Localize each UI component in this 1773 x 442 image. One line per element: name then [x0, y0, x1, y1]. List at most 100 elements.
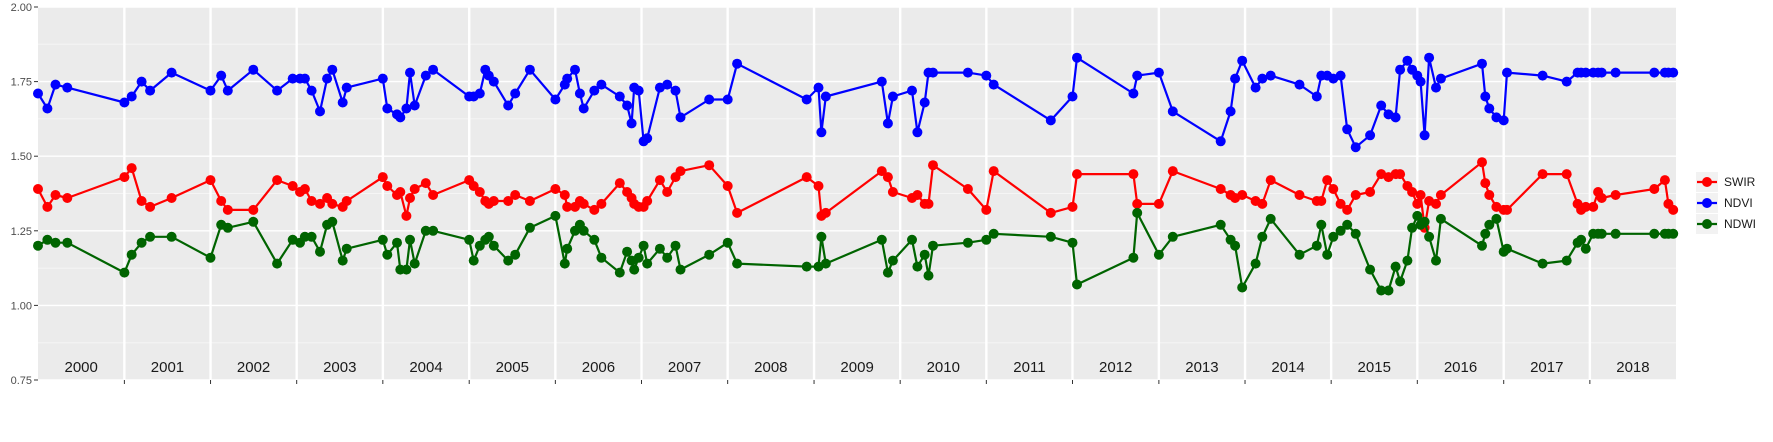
- data-point-ndwi: [126, 249, 137, 260]
- data-point-ndvi: [1342, 124, 1353, 135]
- data-point-swir: [1153, 198, 1164, 209]
- data-point-ndvi: [722, 94, 733, 105]
- year-label: 2012: [1099, 359, 1132, 376]
- data-point-swir: [1257, 198, 1268, 209]
- data-point-swir: [1328, 184, 1339, 194]
- data-point-ndwi: [468, 255, 479, 266]
- data-point-ndwi: [820, 258, 831, 269]
- data-point-ndwi: [1215, 219, 1226, 230]
- data-point-swir: [428, 190, 439, 200]
- data-point-ndwi: [882, 267, 893, 278]
- data-point-swir: [377, 172, 388, 183]
- data-point-swir: [166, 193, 177, 203]
- data-point-ndwi: [524, 222, 535, 233]
- data-point-swir: [578, 198, 589, 209]
- data-point-ndvi: [524, 64, 535, 75]
- year-label: 2017: [1530, 359, 1563, 376]
- data-point-ndvi: [633, 85, 644, 96]
- data-point-ndvi: [1350, 142, 1361, 153]
- minor-gridlines: [38, 43, 1676, 344]
- data-point-ndvi: [401, 103, 412, 114]
- data-point-ndwi: [1537, 258, 1548, 269]
- data-point-ndvi: [887, 91, 898, 102]
- data-point-ndvi: [704, 94, 715, 105]
- data-point-ndwi: [629, 264, 640, 275]
- data-point-ndvi: [670, 85, 681, 96]
- year-label: 2009: [840, 359, 873, 376]
- y-tick-label: 1.25: [11, 226, 32, 238]
- data-point-ndvi: [1477, 58, 1487, 69]
- data-point-ndwi: [1045, 231, 1056, 242]
- y-tick-label: 1.75: [11, 77, 32, 89]
- y-tick-label: 1.50: [11, 151, 32, 163]
- data-point-ndvi: [1153, 67, 1164, 78]
- data-point-swir: [704, 160, 715, 171]
- data-point-swir: [1431, 198, 1441, 209]
- legend-label: SWIR: [1724, 175, 1756, 189]
- data-point-swir: [614, 178, 625, 189]
- data-point-swir: [1561, 169, 1572, 180]
- data-point-ndwi: [638, 240, 649, 251]
- data-point-ndwi: [1257, 231, 1268, 242]
- data-point-ndvi: [1250, 82, 1261, 93]
- data-point-ndvi: [1072, 52, 1082, 63]
- data-point-ndvi: [1649, 67, 1660, 78]
- data-point-swir: [923, 198, 934, 209]
- data-point-ndvi: [327, 64, 338, 75]
- data-point-ndvi: [405, 67, 415, 78]
- data-point-swir: [1342, 204, 1353, 215]
- data-point-ndvi: [912, 127, 923, 138]
- legend-item-ndvi: NDVI: [1696, 193, 1753, 213]
- data-point-swir: [145, 201, 156, 212]
- data-point-swir: [1580, 201, 1591, 212]
- data-point-ndwi: [1072, 279, 1082, 290]
- data-point-ndwi: [428, 225, 439, 236]
- data-point-swir: [524, 196, 535, 206]
- data-point-ndwi: [1580, 243, 1591, 254]
- data-point-swir: [642, 196, 653, 206]
- data-point-ndwi: [119, 267, 130, 278]
- data-point-ndvi: [322, 73, 333, 84]
- data-point-swir: [42, 201, 53, 212]
- data-point-ndwi: [1067, 237, 1078, 248]
- data-point-ndvi: [1225, 106, 1236, 117]
- series-layer: [33, 52, 1679, 296]
- data-point-ndwi: [622, 246, 633, 257]
- data-point-ndwi: [1230, 240, 1241, 251]
- y-tick-label: 0.75: [11, 375, 32, 387]
- data-point-swir: [299, 184, 310, 194]
- data-point-ndwi: [1431, 255, 1441, 266]
- data-point-ndvi: [503, 100, 514, 111]
- data-point-ndwi: [923, 270, 934, 281]
- data-point-ndvi: [596, 79, 607, 90]
- data-point-ndwi: [1402, 255, 1413, 266]
- data-point-ndwi: [662, 252, 673, 263]
- data-point-swir: [409, 184, 420, 194]
- data-point-ndwi: [654, 243, 665, 254]
- data-point-ndvi: [1610, 67, 1621, 78]
- year-label: 2014: [1271, 359, 1304, 376]
- data-point-swir: [468, 181, 479, 191]
- data-point-swir: [732, 207, 743, 218]
- data-point-swir: [248, 204, 259, 215]
- data-point-ndwi: [1342, 219, 1353, 230]
- data-point-ndvi: [981, 70, 992, 81]
- data-point-ndwi: [272, 258, 283, 269]
- data-point-ndwi: [1167, 231, 1178, 242]
- data-point-ndvi: [126, 91, 137, 102]
- data-point-swir: [1480, 178, 1491, 189]
- data-point-ndvi: [928, 67, 938, 78]
- data-point-ndvi: [801, 94, 812, 105]
- data-point-swir: [1294, 190, 1305, 200]
- data-point-ndwi: [306, 231, 317, 242]
- data-point-ndvi: [248, 64, 259, 75]
- data-point-swir: [1265, 175, 1276, 186]
- data-point-swir: [401, 210, 412, 221]
- data-point-swir: [813, 181, 824, 191]
- data-point-swir: [205, 175, 216, 186]
- data-point-ndwi: [1561, 255, 1572, 266]
- data-point-swir: [62, 193, 73, 203]
- data-point-ndvi: [1335, 70, 1346, 81]
- data-point-ndwi: [420, 225, 431, 236]
- data-point-ndvi: [306, 85, 317, 96]
